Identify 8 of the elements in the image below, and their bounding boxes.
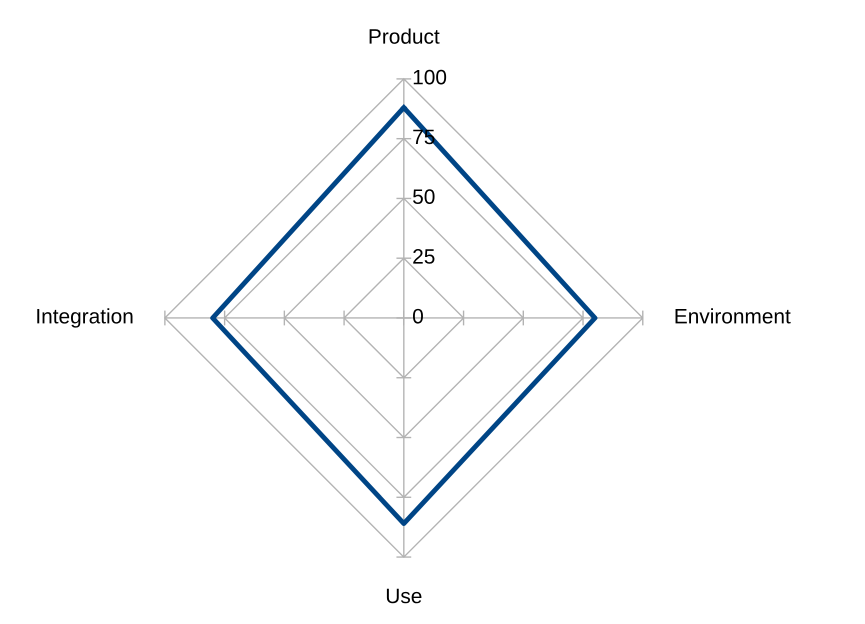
spoke-label: Product	[370, 28, 440, 44]
spoke-label: Integration	[37, 308, 132, 328]
spoke-label: Environment	[676, 308, 791, 324]
y-tick-label: 50	[413, 189, 435, 204]
y-tick-label: 25	[413, 249, 434, 264]
spoke-label: Use	[386, 588, 422, 604]
y-tick-label: 0	[413, 308, 423, 324]
y-tick-label: 100	[414, 70, 446, 84]
